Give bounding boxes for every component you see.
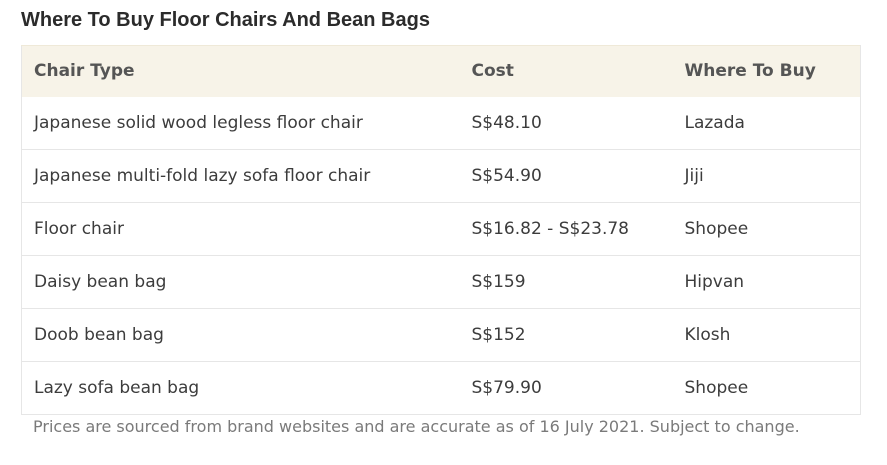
table-header: Chair Type Cost Where To Buy — [21, 45, 861, 97]
cell-where-to-buy: Shopee — [672, 361, 861, 415]
table-header-row: Chair Type Cost Where To Buy — [21, 45, 861, 97]
cell-chair-type: Daisy bean bag — [21, 255, 460, 309]
cell-chair-type: Doob bean bag — [21, 308, 460, 362]
cell-chair-type: Floor chair — [21, 202, 460, 256]
table-row: Lazy sofa bean bag S$79.90 Shopee — [21, 361, 861, 415]
table-row: Floor chair S$16.82 - S$23.78 Shopee — [21, 202, 861, 256]
cell-where-to-buy: Klosh — [672, 308, 861, 362]
cell-where-to-buy: Shopee — [672, 202, 861, 256]
cell-cost: S$54.90 — [471, 166, 542, 186]
table-row: Japanese multi-fold lazy sofa floor chai… — [21, 149, 861, 203]
cell-where-to-buy: Hipvan — [672, 255, 861, 309]
page-title: Where To Buy Floor Chairs And Bean Bags — [21, 9, 430, 31]
cell-cost: S$152 — [471, 325, 526, 345]
header-cost: Cost — [459, 45, 673, 97]
cell-chair-type: Japanese multi-fold lazy sofa floor chai… — [21, 149, 460, 203]
cell-where-to-buy: Jiji — [672, 149, 861, 203]
header-where-to-buy: Where To Buy — [672, 45, 861, 97]
table-body: Japanese solid wood legless floor chair … — [21, 96, 861, 415]
price-table: Chair Type Cost Where To Buy Japanese so… — [21, 45, 861, 415]
cell-cost: S$16.82 - S$23.78 — [471, 219, 630, 239]
table-caption: Prices are sourced from brand websites a… — [33, 417, 800, 436]
cell-cost: S$79.90 — [471, 378, 542, 398]
cell-where-to-buy: Lazada — [672, 96, 861, 150]
table-row: Japanese solid wood legless floor chair … — [21, 96, 861, 150]
table-row: Doob bean bag S$152 Klosh — [21, 308, 861, 362]
cell-cost: S$48.10 — [471, 112, 542, 133]
cell-chair-type: Lazy sofa bean bag — [21, 361, 460, 415]
cell-cost: S$159 — [471, 272, 526, 292]
table-row: Daisy bean bag S$159 Hipvan — [21, 255, 861, 309]
cell-chair-type: Japanese solid wood legless floor chair — [21, 96, 460, 150]
header-chair-type: Chair Type — [21, 45, 460, 97]
